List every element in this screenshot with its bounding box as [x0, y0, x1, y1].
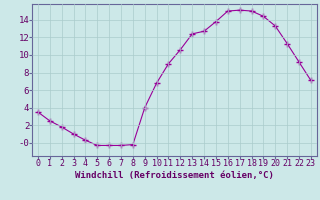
X-axis label: Windchill (Refroidissement éolien,°C): Windchill (Refroidissement éolien,°C) — [75, 171, 274, 180]
